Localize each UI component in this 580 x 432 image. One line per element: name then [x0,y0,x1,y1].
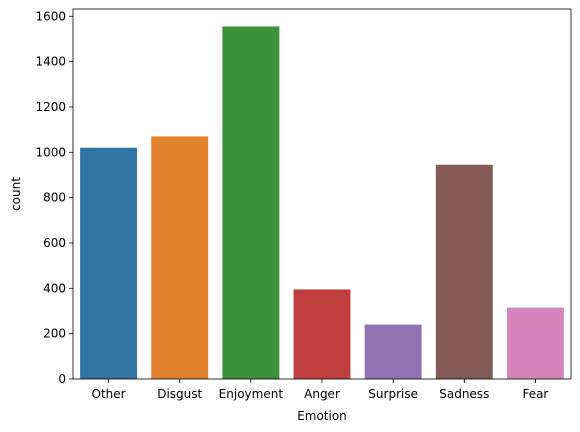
x-tick-label: Anger [304,387,340,401]
x-tick-label: Fear [522,387,548,401]
bar-sadness [435,164,493,379]
y-tick-label: 1600 [35,9,66,23]
bar-fear [506,307,564,379]
y-tick-label: 400 [43,281,66,295]
x-tick-label: Surprise [368,387,418,401]
x-tick-label: Disgust [157,387,202,401]
y-tick-label: 1000 [35,145,66,159]
y-axis-title: count [9,177,23,211]
x-axis: Other Disgust Enjoyment Anger Surprise Sadnes… [92,379,548,401]
y-tick-label: 200 [43,327,66,341]
x-tick-label: Sadness [439,387,489,401]
y-tick-label: 800 [43,191,66,205]
bars-group [80,26,564,380]
y-tick-label: 600 [43,236,66,250]
y-tick-label: 1200 [35,100,66,114]
x-tick-label: Enjoyment [219,387,284,401]
y-axis: 0 200 400 600 800 1000 1200 1400 1600 [35,9,73,386]
y-tick-label: 1400 [35,55,66,69]
bar-disgust [151,136,209,379]
y-tick-label: 0 [58,372,66,386]
bar-surprise [364,324,422,379]
bar-enjoyment [222,26,280,380]
bar-other [80,147,138,379]
x-axis-title: Emotion [297,409,347,423]
x-tick-label: Other [92,387,126,401]
bar-anger [293,289,351,379]
